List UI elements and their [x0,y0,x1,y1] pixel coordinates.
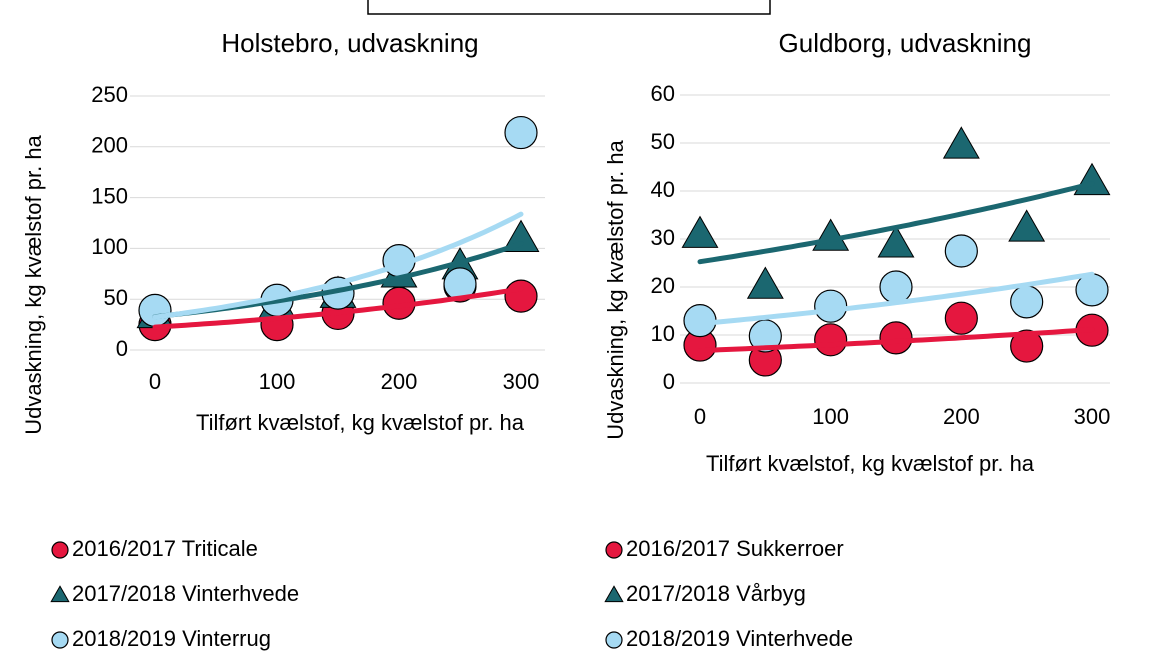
point [812,218,850,251]
point [746,266,784,299]
point [1008,209,1046,242]
point [681,215,719,248]
point [138,293,172,327]
legend-marker [51,541,69,559]
trend-line [697,327,1095,354]
y-tick-label: 150 [91,183,128,208]
trend-line [152,286,524,330]
point [502,219,540,252]
x-tick-label: 200 [943,404,980,429]
legend-label: 2016/2017 Sukkerroer [626,536,844,561]
point [1010,285,1044,319]
point [879,321,913,355]
y-tick-label: 30 [651,225,675,250]
trend-line [697,271,1095,327]
trend-line [152,211,524,320]
x-tick-label: 200 [381,369,418,394]
point [1010,329,1044,363]
legend-label: 2016/2017 Triticale [72,536,258,561]
y-tick-label: 50 [651,129,675,154]
legend-label: 2018/2019 Vinterhvede [626,626,853,651]
legend-label: 2017/2018 Vårbyg [626,581,806,606]
y-tick-label: 100 [91,234,128,259]
legend-marker [605,541,623,559]
y-axis-title: Udvaskning, kg kvælstof pr. ha [21,134,46,434]
legend-marker [605,631,623,649]
y-tick-label: 200 [91,133,128,158]
point [814,323,848,357]
point [879,270,913,304]
y-tick-label: 50 [104,285,128,310]
x-tick-label: 100 [259,369,296,394]
x-tick-label: 0 [694,404,706,429]
point [944,301,978,335]
point [944,234,978,268]
point [1073,162,1111,196]
point [748,319,782,353]
legend-marker [604,585,624,603]
x-axis-title: Tilført kvælstof, kg kvælstof pr. ha [195,410,525,435]
y-tick-label: 250 [91,82,128,107]
point [877,225,915,258]
y-tick-label: 10 [651,321,675,346]
y-tick-label: 40 [651,177,675,202]
x-tick-label: 100 [812,404,849,429]
point [814,289,848,323]
y-tick-label: 60 [651,81,675,106]
y-tick-label: 0 [116,336,128,361]
y-tick-label: 20 [651,273,675,298]
legend-label: 2017/2018 Vinterhvede [72,581,299,606]
y-axis-title: Udvaskning, kg kvælstof pr. ha [603,139,628,439]
chart-title: Guldborg, udvaskning [779,28,1032,58]
x-tick-label: 300 [503,369,540,394]
legend-marker [51,631,69,649]
x-tick-label: 0 [149,369,161,394]
chart-title: Holstebro, udvaskning [221,28,478,58]
point [504,115,538,150]
frame [367,0,771,15]
x-axis-title: Tilført kvælstof, kg kvælstof pr. ha [706,451,1035,476]
legend-marker [50,585,70,603]
legend-label: 2018/2019 Vinterrug [72,626,271,651]
x-tick-label: 300 [1074,404,1111,429]
trend-line [697,181,1095,265]
point [504,279,538,313]
point [942,126,980,159]
point [1075,273,1109,307]
y-tick-label: 0 [663,369,675,394]
